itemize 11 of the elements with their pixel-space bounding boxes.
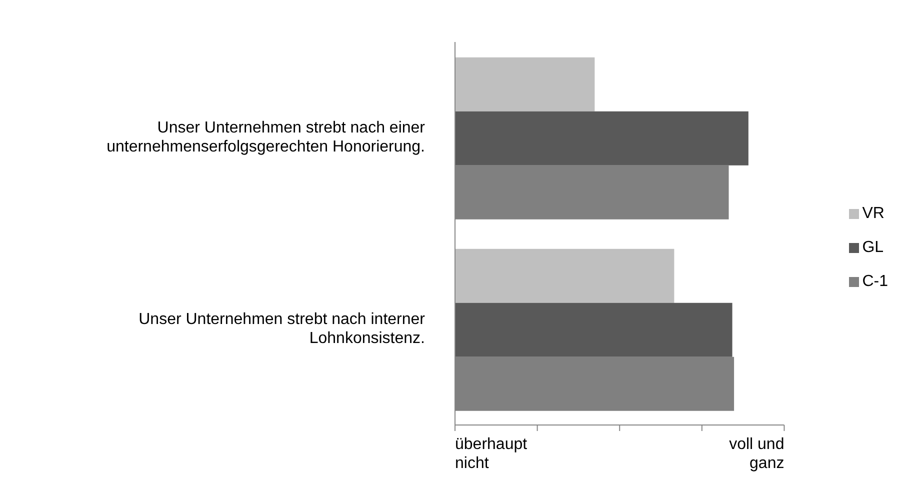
bar — [455, 111, 748, 166]
bar — [455, 302, 732, 357]
legend-label: VR — [862, 204, 884, 224]
y-tick-label: Unser Unternehmen strebt nach einer unternehmenserfolgsgerechten Honorierung. — [106, 119, 426, 156]
legend-label: GL — [862, 238, 884, 258]
legend-label: C-1 — [862, 272, 888, 292]
y-tick-label: Unser Unternehmen strebt nach interner Lohnkonsistenz. — [138, 310, 426, 347]
bar — [455, 57, 595, 112]
bar — [455, 248, 674, 303]
text: überhaupt nicht — [455, 436, 528, 472]
text: voll und ganz — [729, 436, 784, 472]
